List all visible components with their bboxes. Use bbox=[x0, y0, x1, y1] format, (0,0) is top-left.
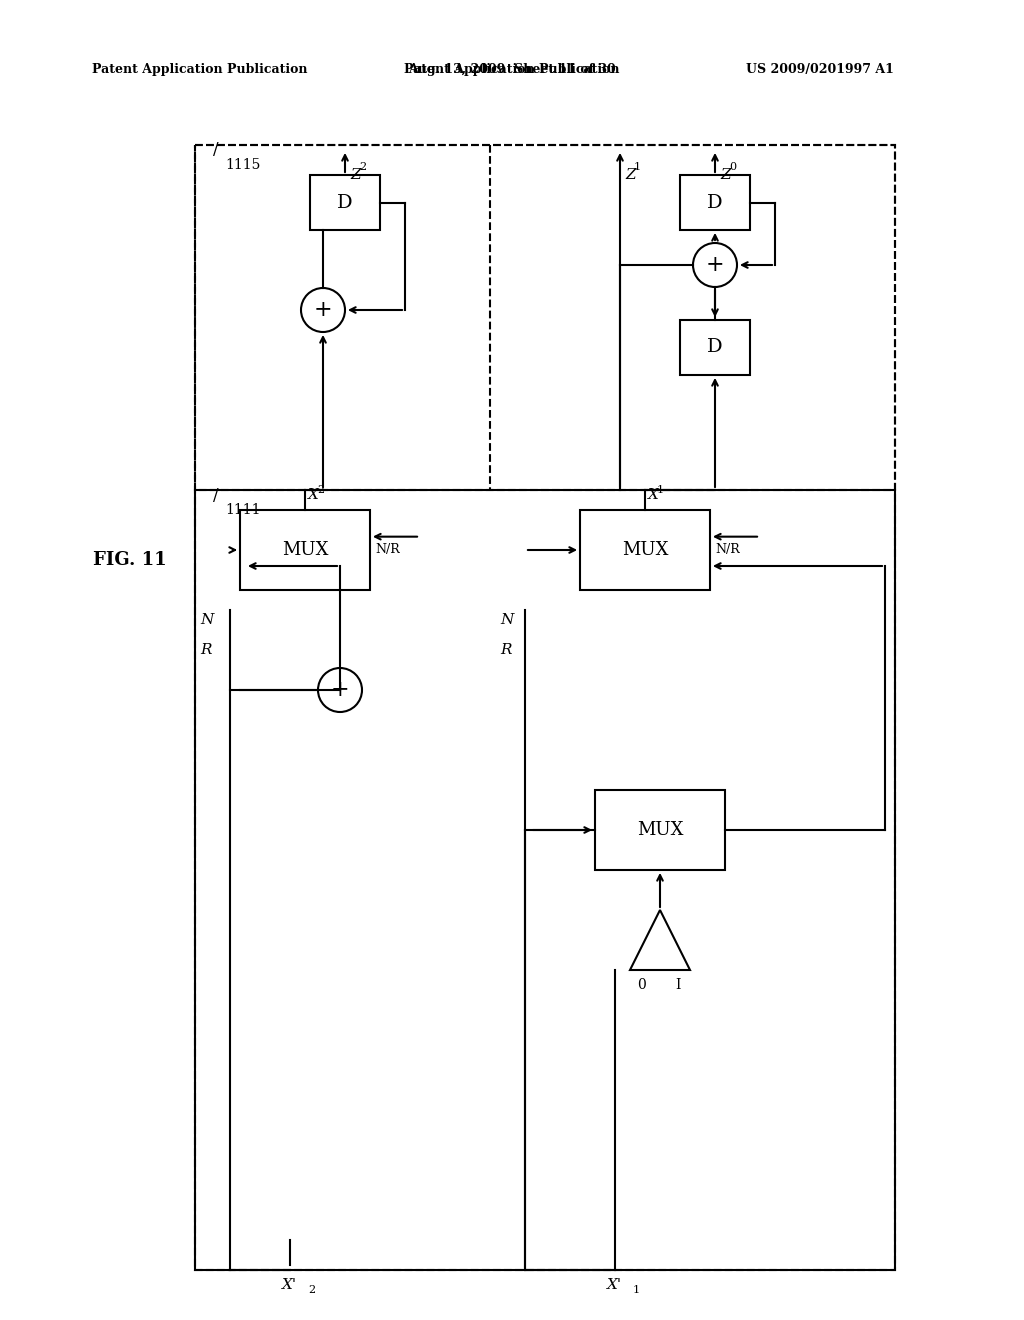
Text: Z: Z bbox=[720, 168, 731, 182]
Circle shape bbox=[318, 668, 362, 711]
Text: N/R: N/R bbox=[375, 544, 399, 557]
Text: X: X bbox=[648, 488, 658, 502]
Polygon shape bbox=[630, 909, 690, 970]
Text: /: / bbox=[213, 141, 219, 158]
Text: 1115: 1115 bbox=[225, 158, 260, 172]
Text: D: D bbox=[708, 194, 723, 211]
Text: Patent Application Publication: Patent Application Publication bbox=[92, 63, 308, 77]
Text: X': X' bbox=[607, 1278, 623, 1292]
Text: N/R: N/R bbox=[715, 544, 739, 557]
Text: MUX: MUX bbox=[622, 541, 669, 558]
Text: 1: 1 bbox=[634, 162, 641, 172]
Bar bbox=[240, 510, 370, 590]
Bar bbox=[310, 176, 380, 230]
Text: +: + bbox=[331, 678, 349, 701]
Text: +: + bbox=[313, 300, 333, 321]
Text: D: D bbox=[708, 338, 723, 356]
Bar bbox=[595, 789, 725, 870]
Bar bbox=[580, 510, 710, 590]
Text: Aug. 13, 2009  Sheet 11 of 30: Aug. 13, 2009 Sheet 11 of 30 bbox=[409, 63, 615, 77]
Text: D: D bbox=[337, 194, 353, 211]
Text: R: R bbox=[500, 643, 512, 657]
Text: X': X' bbox=[283, 1278, 298, 1292]
Text: 1111: 1111 bbox=[225, 503, 260, 517]
Text: /: / bbox=[213, 487, 219, 503]
Text: 1: 1 bbox=[657, 484, 665, 495]
Text: 0: 0 bbox=[729, 162, 736, 172]
Bar bbox=[680, 176, 750, 230]
Text: Patent Application Publication: Patent Application Publication bbox=[404, 63, 620, 77]
Text: +: + bbox=[706, 253, 724, 276]
Text: N: N bbox=[200, 612, 213, 627]
Text: FIG. 11: FIG. 11 bbox=[93, 550, 167, 569]
Text: 0: 0 bbox=[638, 978, 646, 993]
Text: MUX: MUX bbox=[282, 541, 329, 558]
Text: Z: Z bbox=[350, 168, 360, 182]
Text: 1: 1 bbox=[633, 1284, 640, 1295]
Text: 2: 2 bbox=[308, 1284, 315, 1295]
Bar bbox=[680, 319, 750, 375]
Circle shape bbox=[301, 288, 345, 333]
Circle shape bbox=[693, 243, 737, 286]
Text: I: I bbox=[675, 978, 681, 993]
Text: R: R bbox=[200, 643, 212, 657]
Text: MUX: MUX bbox=[637, 821, 683, 840]
Text: 2: 2 bbox=[317, 484, 325, 495]
Text: US 2009/0201997 A1: US 2009/0201997 A1 bbox=[746, 63, 894, 77]
Text: X: X bbox=[308, 488, 318, 502]
Text: 2: 2 bbox=[359, 162, 367, 172]
Text: N: N bbox=[500, 612, 513, 627]
Text: Z: Z bbox=[625, 168, 636, 182]
